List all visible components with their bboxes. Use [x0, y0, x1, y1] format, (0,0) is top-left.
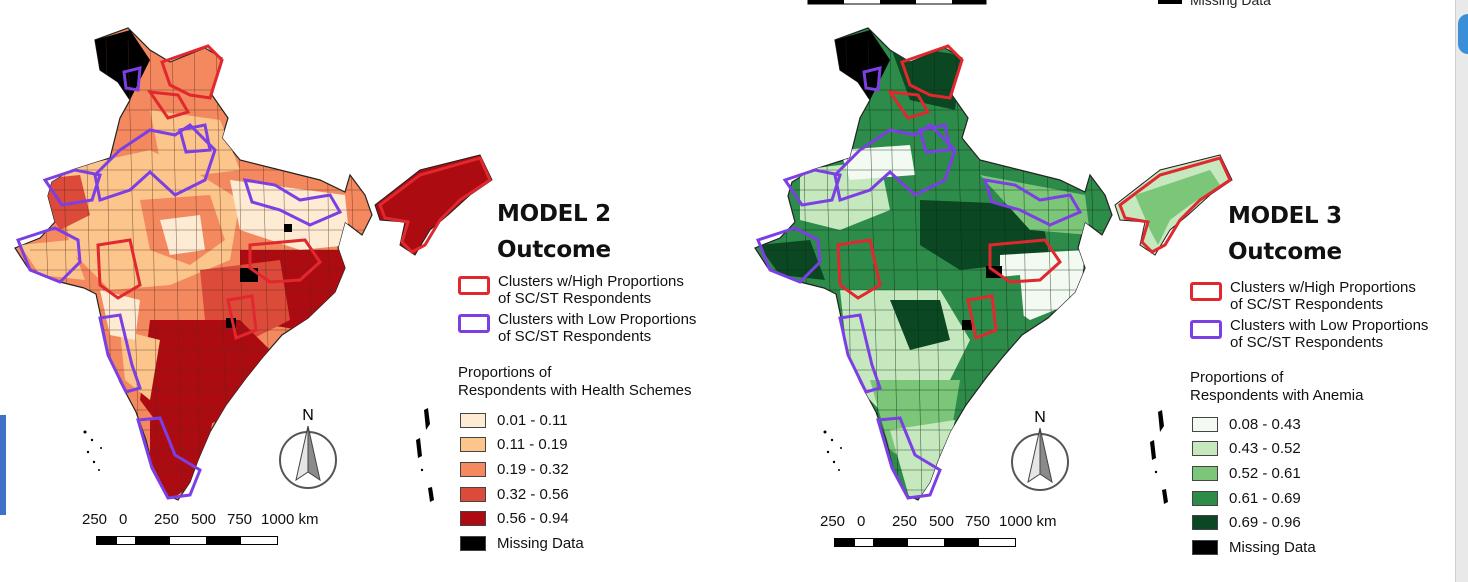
scale-label: 750: [227, 511, 253, 528]
model-title-line1: MODEL 2: [497, 201, 611, 227]
cluster-legend-label: Clusters with Low Proportions: [498, 311, 697, 328]
legend-label: 0.52 - 0.61: [1229, 464, 1301, 482]
choropleth-legend: 0.01 - 0.11 0.11 - 0.19 0.19 - 0.32 0.32…: [460, 408, 584, 556]
scale-label: 0: [857, 513, 866, 530]
scale-label: 1000 km: [261, 511, 319, 528]
scale-label: 1000 km: [999, 513, 1057, 530]
legend-swatch: [460, 437, 486, 453]
legend-swatch: [460, 486, 486, 502]
north-arrow-icon: N: [1011, 409, 1069, 491]
low-cluster-swatch: [1190, 320, 1222, 339]
map-panel-model-3: Missing Data MODEL 3 Outcome Clusters w/…: [740, 0, 1468, 582]
cluster-legend: Clusters w/High Proportions of SC/ST Res…: [1190, 279, 1428, 355]
cluster-legend-label: of SC/ST Respondents: [1230, 334, 1384, 351]
model-title-line2: Outcome: [497, 237, 611, 263]
model-title-line1: MODEL 3: [1228, 203, 1342, 229]
scale-label: 500: [929, 513, 955, 530]
legend-class: 0.56 - 0.94: [460, 506, 584, 531]
legend-class: 0.08 - 0.43: [1192, 412, 1316, 437]
model-title: MODEL 3 Outcome: [1228, 198, 1342, 270]
legend-swatch: [1192, 490, 1218, 506]
legend-class: 0.32 - 0.56: [460, 482, 584, 507]
legend-class: 0.11 - 0.19: [460, 433, 584, 458]
high-cluster-swatch: [1190, 282, 1222, 301]
legend-title-line1: Proportions of: [458, 364, 552, 381]
scale-label: 250: [820, 513, 846, 530]
cluster-legend-label: Clusters w/High Proportions: [498, 273, 684, 290]
high-cluster-swatch: [458, 276, 490, 295]
legend-label: 0.32 - 0.56: [497, 485, 569, 503]
legend-swatch: [460, 511, 486, 527]
legend-label: 0.43 - 0.52: [1229, 440, 1301, 458]
low-cluster-swatch: [458, 314, 490, 333]
scale-bar: 250 0 250 500 750 1000 km: [820, 513, 1057, 547]
legend-class: 0.01 - 0.11: [460, 408, 584, 433]
legend-title-line2: Respondents with Anemia: [1190, 387, 1364, 404]
legend-label: 0.11 - 0.19: [497, 436, 568, 454]
cluster-legend-high: Clusters w/High Proportions of SC/ST Res…: [458, 273, 696, 307]
legend-title-line1: Proportions of: [1190, 369, 1284, 386]
map-panel-model-2: MODEL 2 Outcome Clusters w/High Proporti…: [14, 27, 696, 556]
north-label: N: [302, 407, 314, 424]
cluster-legend: Clusters w/High Proportions of SC/ST Res…: [458, 273, 696, 349]
legend-swatch: [1192, 515, 1218, 531]
legend-swatch: [460, 461, 486, 477]
cluster-legend-label: Clusters with Low Proportions: [1230, 317, 1429, 334]
legend-swatch: [1192, 441, 1218, 457]
legend-class: Missing Data: [1192, 535, 1316, 560]
choropleth-legend-title: Proportions of Respondents with Health S…: [458, 364, 691, 400]
legend-label: 0.69 - 0.96: [1229, 514, 1301, 532]
legend-class: 0.19 - 0.32: [460, 457, 584, 482]
cluster-legend-label: Clusters w/High Proportions: [1230, 279, 1416, 296]
legend-class: 0.43 - 0.52: [1192, 437, 1316, 462]
cropped-scalebar-fragment: [807, 0, 987, 5]
legend-class: 0.61 - 0.69: [1192, 486, 1316, 511]
cropped-legend-text: Missing Data: [1190, 0, 1271, 8]
legend-swatch: [1192, 465, 1218, 481]
legend-swatch: [1192, 416, 1218, 432]
legend-class: 0.52 - 0.61: [1192, 461, 1316, 486]
legend-label: 0.56 - 0.94: [497, 510, 569, 528]
legend-label: Missing Data: [497, 534, 584, 552]
india-map-health-schemes: [14, 27, 493, 502]
legend-swatch: [460, 535, 486, 551]
left-edge-tab: [0, 415, 6, 515]
cluster-legend-label: of SC/ST Respondents: [498, 328, 652, 345]
scale-label: 500: [191, 511, 217, 528]
legend-label: Missing Data: [1229, 538, 1316, 556]
north-label: N: [1034, 409, 1046, 426]
cluster-legend-low: Clusters with Low Proportions of SC/ST R…: [1190, 317, 1428, 351]
choropleth-legend-title: Proportions of Respondents with Anemia: [1190, 369, 1363, 405]
legend-label: 0.08 - 0.43: [1229, 415, 1301, 433]
model-title-line2: Outcome: [1228, 239, 1342, 265]
scrollbar-track[interactable]: [1455, 0, 1468, 582]
scale-bar: 250 0 250 500 750 1000 km: [82, 511, 319, 545]
cluster-legend-label: of SC/ST Respondents: [498, 290, 652, 307]
legend-label: 0.01 - 0.11: [497, 411, 568, 429]
scale-label: 750: [965, 513, 991, 530]
scale-label: 0: [119, 511, 128, 528]
model-title: MODEL 2 Outcome: [497, 196, 611, 268]
legend-class: 0.69 - 0.96: [1192, 510, 1316, 535]
scale-label: 250: [82, 511, 108, 528]
legend-title-line2: Respondents with Health Schemes: [458, 382, 692, 399]
legend-swatch: [1192, 539, 1218, 555]
legend-class: Missing Data: [460, 531, 584, 556]
legend-label: 0.61 - 0.69: [1229, 489, 1301, 507]
scale-label: 250: [892, 513, 918, 530]
cluster-legend-high: Clusters w/High Proportions of SC/ST Res…: [1190, 279, 1428, 313]
legend-label: 0.19 - 0.32: [497, 460, 569, 478]
choropleth-legend: 0.08 - 0.43 0.43 - 0.52 0.52 - 0.61 0.61…: [1192, 412, 1316, 560]
cluster-legend-label: of SC/ST Respondents: [1230, 296, 1384, 313]
legend-swatch: [460, 412, 486, 428]
cropped-legend-swatch: [1158, 0, 1182, 4]
scale-label: 250: [154, 511, 180, 528]
north-arrow-icon: N: [279, 407, 337, 489]
scroll-thumb[interactable]: [1458, 14, 1468, 54]
india-map-anemia: [754, 0, 1233, 504]
cluster-legend-low: Clusters with Low Proportions of SC/ST R…: [458, 311, 696, 345]
